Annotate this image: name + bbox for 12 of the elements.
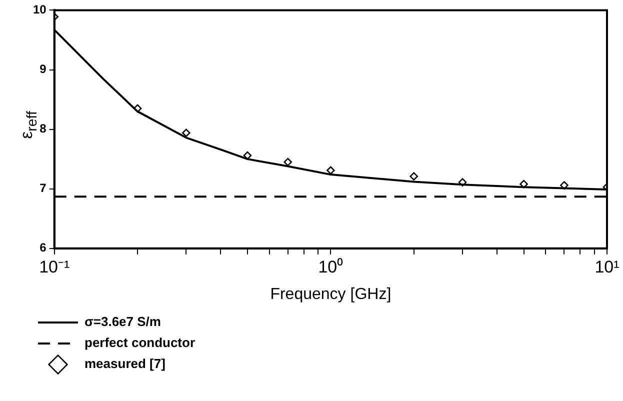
x-tick-label: 10⁰: [318, 257, 344, 276]
x-axis-title: Frequency [GHz]: [270, 286, 392, 303]
x-tick-label: 10⁻¹: [39, 257, 70, 276]
legend-label: measured [7]: [84, 356, 166, 372]
x-tick-label: 10¹: [594, 257, 620, 276]
y-tick-label: 7: [40, 181, 47, 196]
y-tick-label: 9: [40, 62, 47, 76]
legend-label: perfect conductor: [84, 335, 196, 350]
y-tick-label: 6: [40, 240, 47, 255]
legend-label: σ=3.6e7 S/m: [84, 314, 161, 330]
y-tick-label: 8: [40, 122, 47, 136]
y-tick-label: 10: [32, 2, 47, 17]
